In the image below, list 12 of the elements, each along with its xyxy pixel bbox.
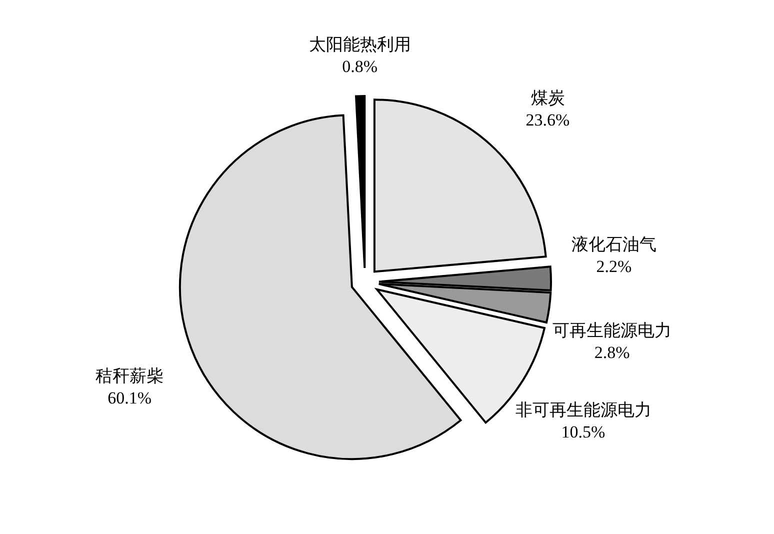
data-label: 10.5%: [561, 422, 606, 442]
data-label: 2.2%: [596, 257, 632, 276]
data-label: 60.1%: [108, 388, 152, 408]
data-label: 0.8%: [342, 57, 378, 76]
slice-label: 液化石油气: [571, 235, 656, 254]
slice-label: 太阳能热利用: [308, 35, 411, 54]
slice-label: 秸秆薪柴: [96, 366, 164, 386]
slice-label: 可再生能源电力: [552, 321, 672, 340]
data-label: 2.8%: [594, 343, 630, 362]
data-label: 23.6%: [526, 110, 570, 130]
slice-label: 非可再生能源电力: [515, 400, 652, 420]
slice-label: 煤炭: [530, 88, 565, 108]
